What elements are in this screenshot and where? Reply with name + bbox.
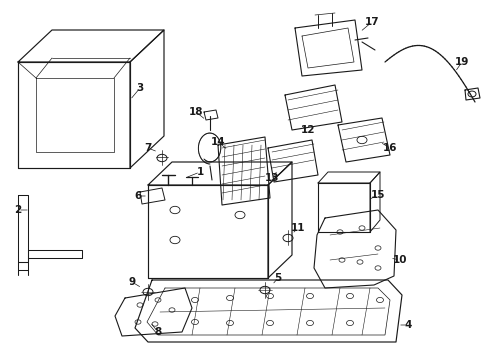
Text: 6: 6 bbox=[134, 191, 142, 201]
Text: 18: 18 bbox=[189, 107, 203, 117]
Text: 13: 13 bbox=[265, 173, 279, 183]
Text: 5: 5 bbox=[274, 273, 282, 283]
Text: 3: 3 bbox=[136, 83, 144, 93]
Text: 8: 8 bbox=[154, 327, 162, 337]
Text: 2: 2 bbox=[14, 205, 22, 215]
Text: 14: 14 bbox=[211, 137, 225, 147]
Text: 12: 12 bbox=[301, 125, 315, 135]
Text: 15: 15 bbox=[371, 190, 385, 200]
Text: 17: 17 bbox=[365, 17, 379, 27]
Text: 4: 4 bbox=[404, 320, 412, 330]
Text: 10: 10 bbox=[393, 255, 407, 265]
Text: 7: 7 bbox=[145, 143, 152, 153]
Text: 9: 9 bbox=[128, 277, 136, 287]
Text: 16: 16 bbox=[383, 143, 397, 153]
Text: 1: 1 bbox=[196, 167, 204, 177]
Text: 11: 11 bbox=[291, 223, 305, 233]
Text: 19: 19 bbox=[455, 57, 469, 67]
